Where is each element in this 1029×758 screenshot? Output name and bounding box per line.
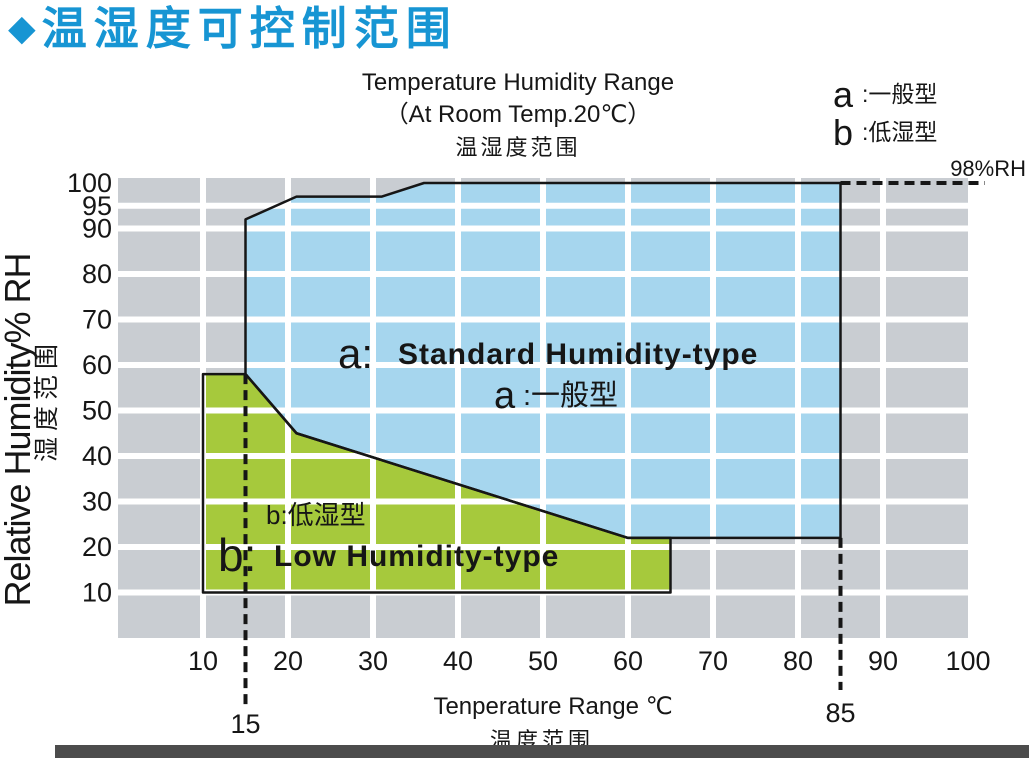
legend-b-label: :低湿型 xyxy=(862,119,937,145)
region-b-small-label: b:低湿型 xyxy=(266,500,366,530)
x-tick-label-50: 50 xyxy=(528,646,558,676)
x-axis-title: Tenperature Range ℃ 温度范围 xyxy=(433,693,672,753)
legend-b-key: b xyxy=(833,112,853,153)
region-a-cn-prefix: a xyxy=(494,375,516,417)
x-tick-label-60: 60 xyxy=(613,646,643,676)
region-b-labels: b:低湿型 b: Low Humidity-type xyxy=(218,500,559,581)
region-b-border xyxy=(201,372,672,594)
region-a-label-en: Standard Humidity-type xyxy=(398,338,758,371)
y-tick-label-70: 70 xyxy=(82,305,112,335)
y-tick-label-100: 100 xyxy=(67,168,112,198)
legend-a-label: :一般型 xyxy=(862,81,937,107)
range-marker-layer: 15 85 xyxy=(230,181,985,739)
region-border-layer xyxy=(201,181,842,594)
chart-title-line2: （At Room Temp.20℃） xyxy=(385,101,652,128)
x-tick-label-70: 70 xyxy=(698,646,728,676)
x-tick-label-30: 30 xyxy=(358,646,388,676)
y-tick-label-50: 50 xyxy=(82,396,112,426)
rh-98-annotation-label: 98%RH xyxy=(950,156,1026,181)
x-tick-label-80: 80 xyxy=(783,646,813,676)
x-tick-label-100: 100 xyxy=(945,646,990,676)
marker-label-15: 15 xyxy=(230,709,260,739)
y-tick-label-10: 10 xyxy=(82,578,112,608)
y-axis-title-en: Relative Humidity% RH xyxy=(0,253,38,606)
y-axis-title: Relative Humidity% RH 湿度范围 xyxy=(0,253,61,606)
region-a-big-prefix: a: xyxy=(338,330,373,377)
page-title-text: 温湿度可控制范围 xyxy=(41,2,458,54)
region-a-labels: a: Standard Humidity-type a :一般型 xyxy=(338,330,758,417)
x-tick-label-40: 40 xyxy=(443,646,473,676)
region-fill-layer xyxy=(203,183,841,593)
x-tick-label-90: 90 xyxy=(868,646,898,676)
chart-title-line3-cn: 温湿度范围 xyxy=(455,135,580,160)
chart-title: Temperature Humidity Range （At Room Temp… xyxy=(362,69,674,160)
x-tick-label-20: 20 xyxy=(273,646,303,676)
y-tick-label-60: 60 xyxy=(82,350,112,380)
bottom-bar xyxy=(55,745,1029,758)
region-b-label-en: Low Humidity-type xyxy=(274,540,559,573)
legend-a-key: a xyxy=(833,74,854,115)
y-tick-label-20: 20 xyxy=(82,532,112,562)
legend: a :一般型 b :低湿型 xyxy=(833,74,937,153)
x-axis-title-en: Tenperature Range ℃ xyxy=(433,693,672,720)
y-tick-label-95: 95 xyxy=(82,191,112,221)
y-tick-label-80: 80 xyxy=(82,259,112,289)
chart-title-line1: Temperature Humidity Range xyxy=(362,69,674,96)
y-axis-title-cn: 湿度范围 xyxy=(33,338,61,462)
tick-label-layer: 10 20 30 40 50 60 70 80 90 1001009590807060504030… xyxy=(67,168,991,676)
region-b-big-prefix: b: xyxy=(218,529,256,581)
y-tick-label-30: 30 xyxy=(82,487,112,517)
diamond-bullet-icon: ◆ xyxy=(8,7,36,48)
page-title: ◆ 温湿度可控制范围 xyxy=(8,0,458,56)
region-b-fill xyxy=(203,374,671,593)
y-tick-label-40: 40 xyxy=(82,441,112,471)
x-tick-label-10: 10 xyxy=(188,646,218,676)
region-a-label-cn: :一般型 xyxy=(523,379,618,412)
y-tick-label-90: 90 xyxy=(82,214,112,244)
marker-label-85: 85 xyxy=(825,698,855,728)
